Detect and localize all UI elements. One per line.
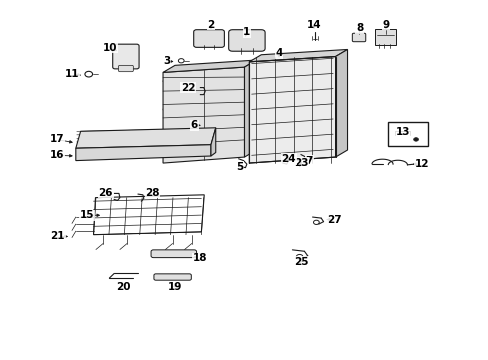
FancyBboxPatch shape [118,65,133,72]
Text: 25: 25 [293,257,307,267]
Text: 20: 20 [116,282,131,292]
Text: 21: 21 [50,231,65,242]
Polygon shape [76,145,210,161]
Text: 27: 27 [326,215,341,225]
FancyBboxPatch shape [154,274,191,280]
Polygon shape [249,49,347,62]
FancyBboxPatch shape [228,30,264,51]
Text: 22: 22 [181,82,195,93]
Text: 12: 12 [414,159,428,169]
Text: 17: 17 [49,134,64,144]
Text: 18: 18 [193,253,207,263]
FancyBboxPatch shape [112,44,139,69]
Text: 28: 28 [145,188,160,198]
Text: 6: 6 [190,120,198,130]
FancyBboxPatch shape [351,33,365,42]
Text: 10: 10 [103,43,117,53]
Bar [387,122,427,147]
Polygon shape [76,128,215,148]
Text: 8: 8 [355,23,363,33]
Circle shape [163,79,168,83]
Polygon shape [163,67,244,163]
FancyBboxPatch shape [375,30,396,45]
Text: 15: 15 [80,210,94,220]
Text: 14: 14 [306,20,321,30]
Text: 2: 2 [207,20,214,30]
Text: 7: 7 [305,156,312,166]
Circle shape [85,71,92,77]
Text: 1: 1 [243,27,250,37]
Polygon shape [244,60,256,157]
Text: 5: 5 [236,162,243,172]
Polygon shape [163,60,256,72]
Text: 19: 19 [167,282,182,292]
Text: 13: 13 [395,127,409,138]
Text: 24: 24 [281,154,295,164]
Polygon shape [210,128,215,156]
FancyBboxPatch shape [151,250,196,258]
Polygon shape [335,49,347,157]
Circle shape [413,138,418,141]
FancyBboxPatch shape [193,30,224,48]
Text: 23: 23 [293,158,307,168]
Text: 9: 9 [382,20,388,30]
Text: 4: 4 [275,48,282,58]
Circle shape [163,143,168,147]
Text: 26: 26 [98,188,113,198]
Text: 11: 11 [64,69,79,79]
Text: 16: 16 [49,150,64,160]
Circle shape [178,59,184,63]
Polygon shape [249,57,335,163]
Circle shape [163,107,168,112]
Text: 3: 3 [163,57,170,67]
